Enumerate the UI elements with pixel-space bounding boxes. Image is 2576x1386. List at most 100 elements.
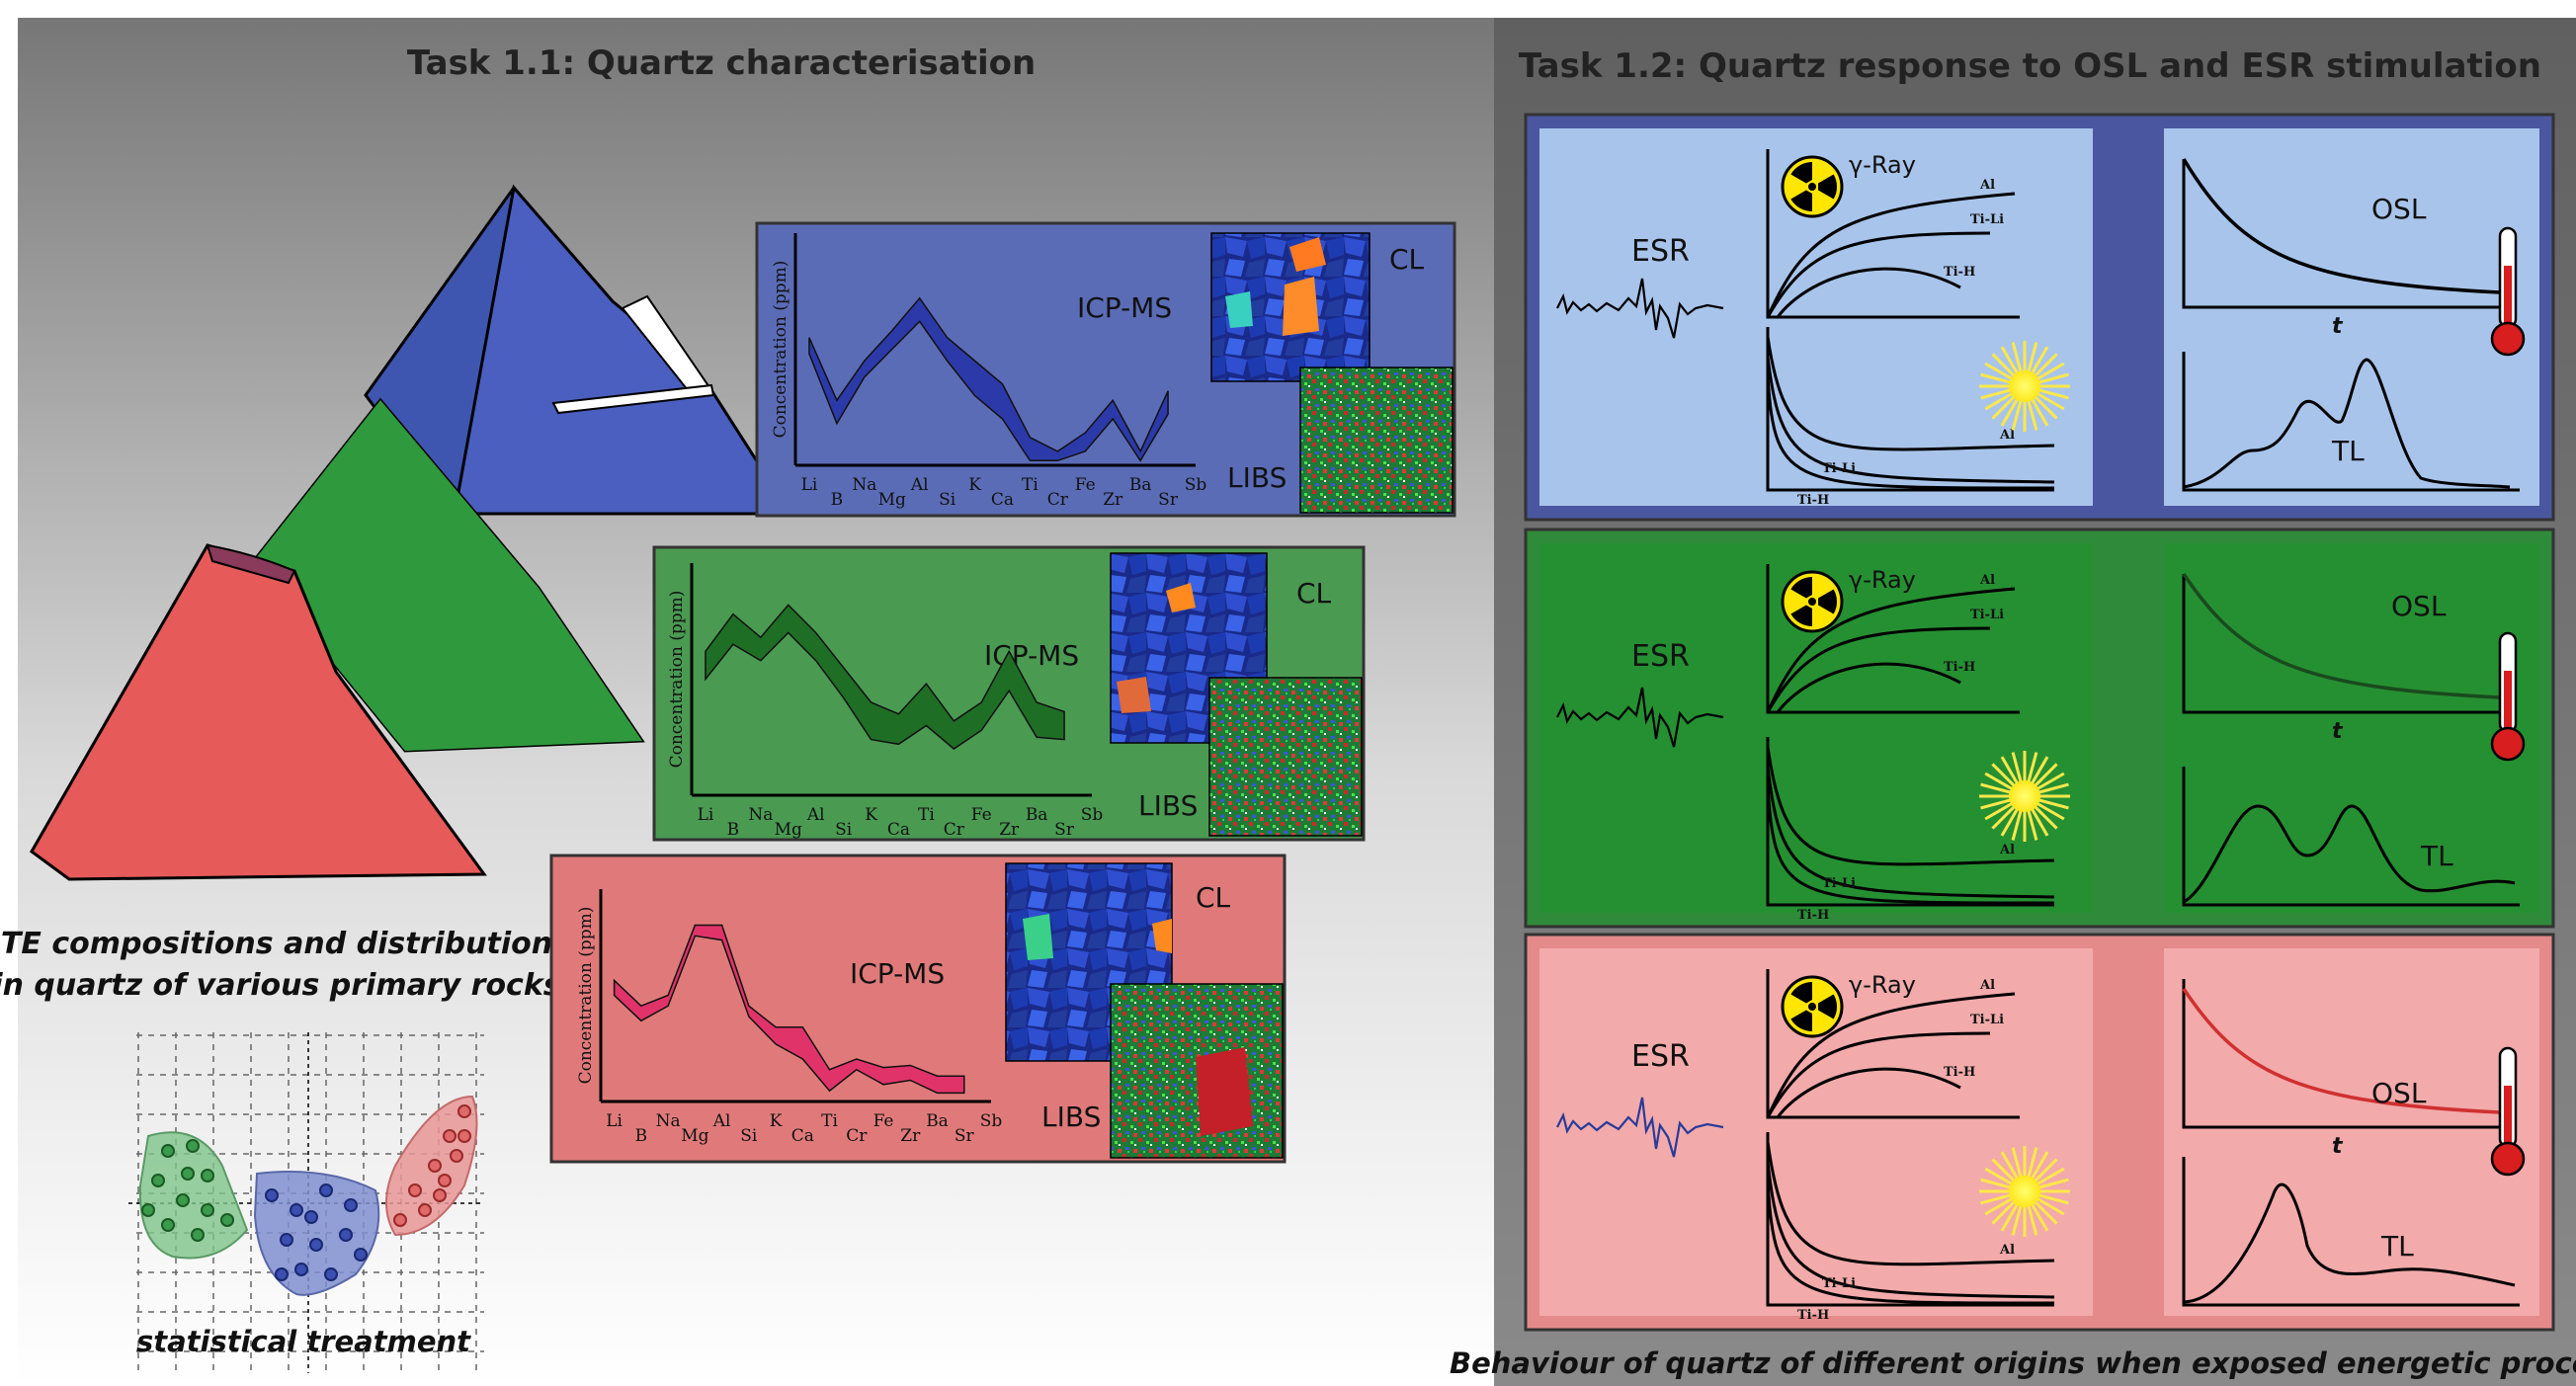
- sun-ray: [2000, 1151, 2020, 1181]
- data-point: [181, 1167, 195, 1181]
- sun-ray: [1991, 1158, 2017, 1183]
- sun-ray: [2027, 342, 2038, 373]
- sun-ray: [1984, 362, 2014, 381]
- al-label: Al: [1979, 573, 1995, 588]
- panel-red: CL LIBS ICP-MS Concentration (ppm) Li B NaM…: [549, 854, 1287, 1164]
- tili-label: Ti-Li: [1822, 1276, 1856, 1291]
- al-label: Al: [1999, 1243, 2015, 1258]
- tl-axes: [2182, 352, 2520, 492]
- element-label: Ba: [1129, 475, 1152, 495]
- element-label: Li: [606, 1111, 623, 1131]
- data-point: [433, 1188, 447, 1202]
- element-label: Ca: [887, 820, 910, 840]
- left-heading: Task 1.1: Quartz characterisation: [407, 43, 1036, 83]
- al-curve: [1766, 587, 2016, 713]
- sun-ray: [2030, 756, 2049, 785]
- data-point: [450, 1149, 463, 1163]
- sun-ray: [1980, 798, 2012, 810]
- element-label: Cr: [1047, 490, 1069, 510]
- sun-ray: [2037, 1178, 2069, 1189]
- data-point: [201, 1169, 214, 1182]
- element-label: Sb: [1081, 805, 1104, 825]
- element-label: Sr: [1054, 820, 1075, 840]
- thermometer-fill: [2504, 266, 2512, 327]
- data-point: [324, 1267, 338, 1281]
- sun-ray: [1984, 391, 2014, 411]
- tl-label: TL: [2331, 435, 2365, 467]
- element-label: Ba: [1026, 805, 1048, 825]
- y-axis-label: Concentration (ppm): [667, 591, 687, 769]
- sun-ray: [2036, 362, 2065, 381]
- data-point: [186, 1139, 200, 1153]
- icp-ms-label: ICP-MS: [850, 957, 945, 990]
- sun-ray: [2011, 1147, 2023, 1179]
- radiation-blade: [1790, 162, 1812, 184]
- element-label: Ca: [791, 1126, 814, 1146]
- element-label: Mg: [681, 1126, 708, 1146]
- tl-axes: [2182, 1157, 2520, 1307]
- osl-panel: [2164, 948, 2539, 1316]
- data-point: [176, 1193, 190, 1207]
- radiation-blade: [1790, 577, 1812, 599]
- osl-panel: [2164, 543, 2539, 913]
- al-bleach: [1766, 336, 2055, 451]
- osl-label: OSL: [2391, 590, 2447, 622]
- libs-image: [1208, 677, 1363, 837]
- data-point: [275, 1267, 289, 1281]
- sun-icon: [2009, 370, 2040, 402]
- tih-label: Ti-H: [1944, 1065, 1975, 1080]
- tih-label: Ti-H: [1944, 265, 1975, 280]
- tih-label: Ti-H: [1797, 1308, 1829, 1323]
- esr-signal: [1556, 1097, 1724, 1158]
- data-point: [161, 1218, 175, 1232]
- element-label: Al: [806, 805, 825, 825]
- element-label: Li: [698, 805, 714, 825]
- al-label: Al: [1979, 978, 1995, 993]
- sun-ray: [2027, 809, 2038, 841]
- sun-ray: [2036, 1167, 2065, 1186]
- sun-icon: [2009, 780, 2040, 812]
- data-point: [354, 1248, 368, 1262]
- icp-ms-label: ICP-MS: [1077, 291, 1172, 324]
- al-bleach: [1766, 1141, 2055, 1266]
- element-label: K: [865, 805, 877, 825]
- tih-curve: [1776, 662, 1961, 713]
- sun-ray: [2037, 372, 2069, 384]
- sun-ray: [2000, 756, 2020, 785]
- sun-ray: [1984, 772, 2014, 791]
- tili-label: Ti-Li: [1822, 876, 1856, 891]
- tih-label: Ti-H: [1797, 493, 1829, 508]
- data-point: [265, 1188, 279, 1202]
- sun-ray: [2000, 346, 2020, 375]
- data-point: [457, 1129, 471, 1143]
- osl-curve: [2182, 573, 2501, 699]
- data-point: [408, 1183, 422, 1197]
- thermometer-bulb: [2490, 321, 2526, 357]
- tili-label: Ti-Li: [1970, 608, 2004, 622]
- osl-panel: [2164, 128, 2539, 506]
- tih-label: Ti-H: [1944, 660, 1975, 675]
- thermometer-bulb: [2490, 726, 2526, 762]
- element-label: Zr: [1103, 490, 1123, 510]
- tih-bleach: [1766, 375, 2055, 490]
- tih-bleach: [1766, 1181, 2055, 1305]
- sun-ray: [2037, 388, 2069, 400]
- element-label: Fe: [971, 805, 992, 825]
- tl-curve: [2183, 1182, 2516, 1304]
- element-label: Na: [852, 475, 876, 495]
- element-label: Si: [740, 1126, 758, 1146]
- element-label: Zr: [900, 1126, 921, 1146]
- element-label: Fe: [873, 1111, 894, 1131]
- sun-ray: [2036, 391, 2065, 411]
- y-axis-label: Concentration (ppm): [771, 261, 790, 439]
- sun-ray: [1991, 763, 2017, 788]
- element-label: B: [635, 1126, 648, 1146]
- radiation-blade: [1818, 174, 1837, 200]
- sun-ray: [2027, 399, 2038, 431]
- libs-image: [1299, 367, 1454, 514]
- radiation-blade: [1790, 605, 1812, 626]
- concentration-band: [808, 296, 1169, 462]
- tl-axes: [2182, 767, 2520, 907]
- element-label: Sb: [980, 1111, 1003, 1131]
- osl-axes: [2182, 159, 2500, 309]
